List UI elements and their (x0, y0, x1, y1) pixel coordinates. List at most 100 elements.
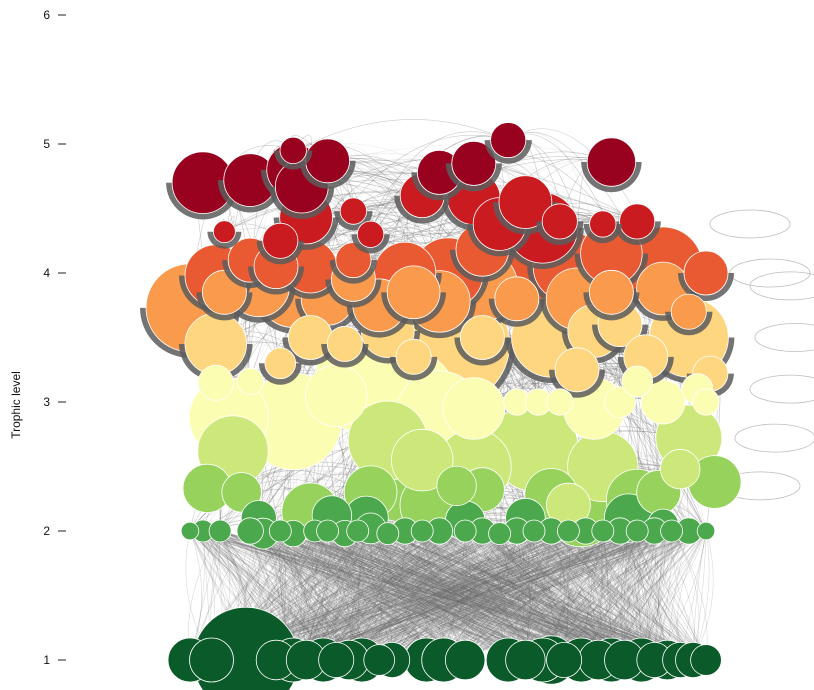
trophic-link (464, 530, 621, 661)
species-node (591, 519, 615, 543)
trophic-link (361, 530, 586, 661)
species-node (488, 522, 512, 545)
species-node (640, 379, 686, 425)
species-node (236, 367, 264, 395)
species-node (386, 265, 441, 320)
trophic-link (379, 530, 569, 661)
trophic-link (465, 530, 655, 661)
species-node (683, 250, 729, 296)
self-loop-link (754, 323, 814, 352)
species-node (410, 519, 434, 543)
y-tick-label: 5 (43, 137, 50, 151)
trophic-link (464, 530, 552, 661)
trophic-link (361, 530, 569, 661)
species-node (522, 519, 546, 543)
species-node (541, 203, 578, 240)
species-nodes (140, 122, 742, 690)
link-arrow-fan (381, 292, 446, 325)
link-arrow-fan (256, 240, 304, 265)
trophic-link (391, 530, 552, 661)
link-arrow-fan (501, 227, 584, 270)
species-node (546, 642, 583, 679)
trophic-link (323, 530, 689, 661)
trophic-link (443, 524, 664, 661)
trophic-link (370, 528, 509, 661)
species-node (376, 522, 400, 545)
link-arrow-fan (351, 234, 390, 254)
species-node (586, 137, 637, 187)
y-tick-label: 6 (43, 8, 50, 22)
trophic-link (357, 530, 509, 661)
trophic-link (348, 530, 586, 661)
trophic-link (379, 530, 621, 661)
species-node (451, 140, 497, 186)
species-node (268, 519, 292, 543)
species-node (264, 347, 297, 380)
link-arrow-fan (583, 292, 640, 321)
trophic-link (379, 530, 552, 661)
species-node (339, 197, 367, 225)
link-arrow-fan (402, 301, 477, 339)
trophic-link (361, 530, 655, 661)
trophic-link (465, 530, 689, 661)
link-arrow-fan (278, 266, 343, 299)
species-node (208, 519, 232, 543)
species-node (391, 428, 454, 492)
species-node (660, 519, 683, 543)
link-arrow-fan (248, 266, 304, 295)
species-node (696, 521, 716, 541)
link-arrow-fan (390, 356, 438, 381)
species-node (316, 519, 340, 543)
trophic-link (391, 530, 569, 661)
trophic-link (464, 530, 621, 661)
trophic-link (262, 533, 526, 661)
link-arrow-fan (581, 162, 642, 193)
trophic-link (262, 533, 427, 661)
species-node (546, 388, 574, 416)
link-arrow-fan (269, 186, 335, 219)
species-node (604, 386, 636, 418)
species-node (305, 138, 351, 184)
species-node (189, 637, 234, 683)
trophic-link (361, 530, 672, 661)
link-arrow-fan (467, 223, 532, 257)
trophic-link (280, 530, 526, 661)
species-node (619, 203, 656, 240)
link-arrow-fan (166, 182, 240, 220)
species-node (554, 347, 600, 393)
species-node (197, 364, 234, 401)
trophic-link (262, 533, 526, 661)
trophic-link (465, 530, 638, 661)
trophic-link (361, 530, 638, 661)
species-node (318, 642, 355, 679)
trophic-link (189, 530, 526, 661)
species-node (589, 210, 617, 238)
species-node (326, 325, 363, 362)
link-arrow-fan (454, 337, 511, 366)
species-node (436, 465, 477, 507)
trophic-link (189, 530, 526, 661)
species-node (445, 639, 486, 681)
link-arrow-fan (450, 249, 515, 283)
species-node (692, 388, 720, 416)
link-arrow-fan (196, 292, 253, 321)
trophic-link (336, 530, 655, 661)
species-node (262, 222, 299, 259)
species-node (625, 519, 649, 543)
species-node (236, 517, 264, 545)
link-arrow-fan (536, 221, 584, 245)
trophic-link (370, 131, 509, 235)
species-node (395, 338, 432, 375)
species-node (459, 315, 505, 360)
trophic-link (361, 530, 707, 661)
species-node (279, 136, 307, 164)
y-axis: 1 2 3 4 5 6 (43, 8, 66, 667)
trophic-link (348, 530, 603, 661)
link-arrow-fan (394, 195, 451, 224)
species-node (212, 220, 236, 244)
species-node (557, 519, 580, 543)
species-node (490, 122, 527, 159)
link-arrow-fan (207, 231, 242, 249)
link-arrow-fan (179, 343, 253, 381)
